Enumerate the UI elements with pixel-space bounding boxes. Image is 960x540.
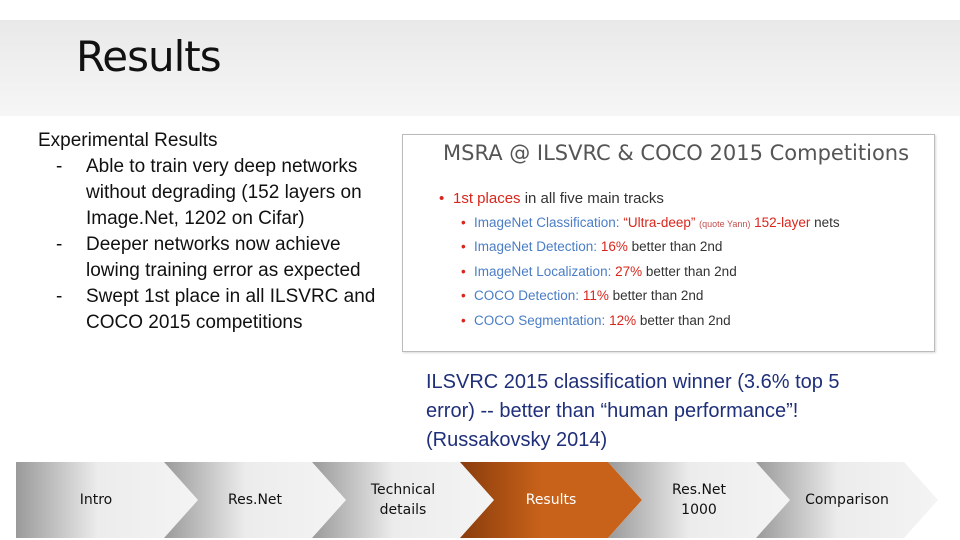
track-item: • ImageNet Classification: “Ultra-deep” (… <box>461 215 840 239</box>
section-navigation: Intro Res.Net Technical details Results Res.… <box>0 462 960 538</box>
slide-title: Results <box>76 32 222 81</box>
bullet-dot-icon: • <box>461 215 466 230</box>
first-places-line: • 1st places in all five main tracks <box>439 190 664 207</box>
bullet-item: - Deeper networks now achieve lowing trai… <box>38 232 398 284</box>
bullet-item: - Swept 1st place in all ILSVRC and COCO … <box>38 284 398 336</box>
chevron-arrow <box>460 462 642 538</box>
track-highlight: 27% <box>615 263 643 279</box>
chevron-shape <box>756 462 938 538</box>
track-label: COCO Segmentation: <box>474 312 606 328</box>
dash-marker: - <box>56 286 63 307</box>
nav-step-comparison[interactable]: Comparison <box>756 462 938 538</box>
track-item: • COCO Segmentation: 12% better than 2nd <box>461 313 840 337</box>
nav-step-label[interactable]: Res.Net <box>227 492 283 508</box>
bullet-item: - Able to train very deep networks withou… <box>38 154 398 232</box>
track-highlight: 152-layer <box>754 215 811 230</box>
nav-step-label[interactable]: Comparison <box>805 492 889 508</box>
track-quote-note: (quote Yann) <box>699 219 751 229</box>
bullet-text: Able to train very deep networks without… <box>86 156 362 229</box>
track-highlight: 16% <box>600 239 628 255</box>
track-label: ImageNet Localization: <box>474 263 612 279</box>
chevron-shape <box>608 462 790 538</box>
track-label: ImageNet Detection: <box>474 239 598 255</box>
track-rest: better than 2nd <box>608 288 704 304</box>
track-highlight: 12% <box>609 312 637 328</box>
track-rest: nets <box>810 215 840 230</box>
nav-step-results[interactable]: Results <box>460 462 642 538</box>
track-quote: “Ultra-deep” <box>623 215 696 230</box>
track-rest: better than 2nd <box>636 312 731 328</box>
chevron-arrow <box>164 462 346 538</box>
bullet-dot-icon: • <box>439 190 445 207</box>
nav-step-resnet[interactable]: Res.Net <box>164 462 346 538</box>
nav-step-intro[interactable]: Intro <box>16 462 198 538</box>
dash-marker: - <box>56 156 63 177</box>
chevron-shape <box>164 462 346 538</box>
track-item: • COCO Detection: 11% better than 2nd <box>461 288 840 312</box>
msra-competitions-image: MSRA @ ILSVRC & COCO 2015 Competitions •… <box>402 134 935 352</box>
nav-step-label[interactable]: Res.Net 1000 <box>671 482 727 518</box>
bullet-dot-icon: • <box>461 288 466 304</box>
nav-step-technical-details[interactable]: Technical details <box>312 462 494 538</box>
chevron-shape <box>460 462 642 538</box>
bullet-dot-icon: • <box>461 312 466 328</box>
experimental-results-heading: Experimental Results <box>38 130 218 151</box>
title-band <box>0 20 960 116</box>
track-label: ImageNet Classification: <box>474 215 620 230</box>
bullet-dot-icon: • <box>461 263 466 279</box>
bullet-text: Swept 1st place in all ILSVRC and COCO 2… <box>86 286 376 333</box>
track-rest: better than 2nd <box>627 239 723 255</box>
msra-image-title: MSRA @ ILSVRC & COCO 2015 Competitions <box>443 141 910 165</box>
nav-step-resnet-1000[interactable]: Res.Net 1000 <box>608 462 790 538</box>
dash-marker: - <box>56 234 63 255</box>
track-highlight: 11% <box>582 288 609 304</box>
experimental-results-panel: Experimental Results - Able to train very… <box>38 128 398 336</box>
track-item: • ImageNet Detection: 16% better than 2nd <box>461 239 840 263</box>
classification-winner-caption: ILSVRC 2015 classification winner (3.6% … <box>426 371 840 451</box>
nav-step-label[interactable]: Results <box>525 492 577 508</box>
chevron-arrow <box>608 462 790 538</box>
first-places-highlight: 1st places <box>453 190 521 207</box>
first-places-rest: in all five main tracks <box>520 190 664 207</box>
track-label: COCO Detection: <box>474 288 580 304</box>
chevron-shape <box>312 462 494 538</box>
bullet-dot-icon: • <box>461 239 466 255</box>
results-bullet-list: - Able to train very deep networks withou… <box>38 154 398 336</box>
nav-step-label[interactable]: Intro <box>79 492 113 508</box>
bullet-text: Deeper networks now achieve lowing train… <box>86 234 361 281</box>
chevron-shape <box>16 462 198 538</box>
track-rest: better than 2nd <box>642 263 737 279</box>
chevron-arrow <box>312 462 494 538</box>
chevron-arrow <box>16 462 198 538</box>
nav-step-label[interactable]: Technical details <box>370 482 436 518</box>
chevron-arrow <box>756 462 938 538</box>
track-list: • ImageNet Classification: “Ultra-deep” (… <box>461 215 840 337</box>
track-item: • ImageNet Localization: 27% better than … <box>461 264 840 288</box>
